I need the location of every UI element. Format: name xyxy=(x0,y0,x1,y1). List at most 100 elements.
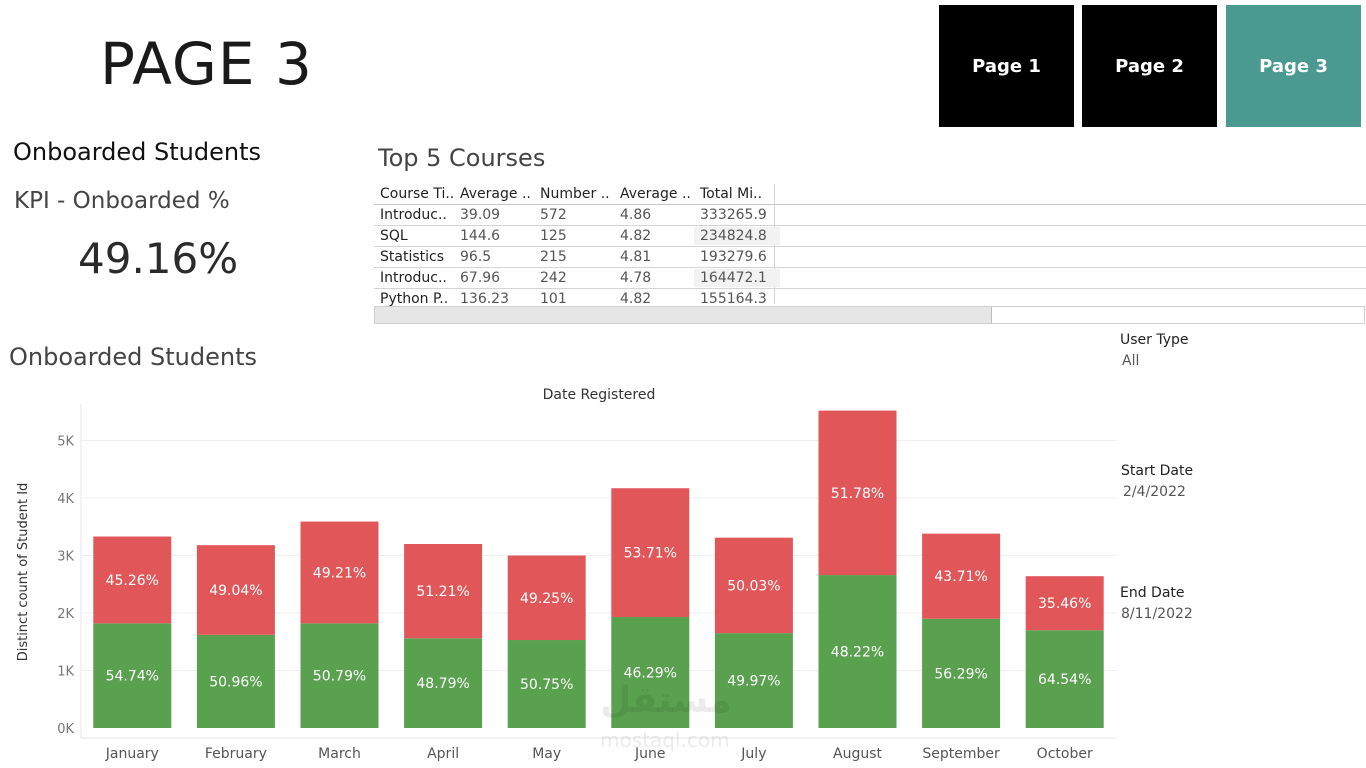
bar-data-label: 48.22% xyxy=(831,645,884,661)
table-cell: SQL xyxy=(380,228,408,244)
x-tick-label: October xyxy=(1037,746,1093,762)
bar-segment-not-onboarded xyxy=(1025,576,1104,631)
table-row[interactable]: Introduc.. 39.09 572 4.86 333265.9 xyxy=(374,205,1366,226)
end-date-filter-label: End Date xyxy=(1120,585,1185,601)
table-cell: 136.23 xyxy=(460,291,509,307)
bar-segment-not-onboarded xyxy=(93,536,172,624)
bar-data-label: 35.46% xyxy=(1038,596,1091,612)
y-tick-label: 1K xyxy=(57,665,74,680)
column-header-average-2[interactable]: Average .. xyxy=(620,186,691,202)
bar-segment-onboarded xyxy=(922,618,1001,728)
bar-data-label: 51.21% xyxy=(416,584,469,600)
table-cell: 39.09 xyxy=(460,207,501,223)
x-tick-label: June xyxy=(634,746,666,762)
bar-data-label: 45.26% xyxy=(106,573,159,589)
bar-data-label: 51.78% xyxy=(831,486,884,502)
table-cell: 4.82 xyxy=(620,228,652,244)
user-type-filter-label: User Type xyxy=(1120,332,1189,348)
y-tick-label: 4K xyxy=(57,492,74,507)
bar-data-label: 56.29% xyxy=(934,666,987,682)
page-title: PAGE 3 xyxy=(100,30,313,98)
y-axis-title: Distinct count of Student Id xyxy=(16,483,31,662)
bar-data-label: 50.03% xyxy=(727,578,780,594)
kpi-heading: Onboarded Students xyxy=(13,138,262,166)
table-horizontal-scrollbar[interactable] xyxy=(374,306,1365,324)
watermark-text: مستقل xyxy=(600,680,732,721)
scrollbar-thumb[interactable] xyxy=(375,307,992,323)
x-tick-label: January xyxy=(105,746,159,762)
nav-page-2-button[interactable]: Page 2 xyxy=(1082,5,1217,127)
bar-segment-not-onboarded xyxy=(818,410,897,576)
table-cell: 101 xyxy=(540,291,567,307)
bar-segment-not-onboarded xyxy=(300,521,379,624)
table-cell: 4.81 xyxy=(620,249,652,265)
bar-segment-onboarded xyxy=(1025,630,1104,728)
bar-data-label: 50.75% xyxy=(520,677,573,693)
table-header-row: Course Ti.. Average .. Number .. Average… xyxy=(374,184,1366,205)
table-cell: 333265.9 xyxy=(700,207,767,223)
column-header-number[interactable]: Number .. xyxy=(540,186,610,202)
bar-segment-not-onboarded xyxy=(196,545,275,635)
end-date-filter-input[interactable]: 8/11/2022 xyxy=(1121,606,1193,622)
onboarded-students-bar-chart: 0K 1K 2K 3K 4K 5K Date Registered Distinct coun… xyxy=(16,387,1117,762)
bar-data-label: 43.71% xyxy=(934,569,987,585)
x-tick-label: September xyxy=(922,746,1000,762)
bar-segment-onboarded xyxy=(818,575,897,728)
table-cell: 96.5 xyxy=(460,249,492,265)
bar-data-label: 50.79% xyxy=(313,669,366,685)
bar-data-label: 50.96% xyxy=(209,674,262,690)
bar-segment-not-onboarded xyxy=(714,537,793,634)
bar-data-label: 49.25% xyxy=(520,591,573,607)
table-cell: Introduc.. xyxy=(380,207,447,223)
nav-page-3-button[interactable]: Page 3 xyxy=(1226,5,1361,127)
table-row[interactable]: SQL 144.6 125 4.82 234824.8 xyxy=(374,226,1366,247)
y-tick-label: 0K xyxy=(57,722,74,737)
table-cell: 215 xyxy=(540,249,567,265)
x-tick-label: August xyxy=(833,746,883,762)
y-tick-label: 2K xyxy=(57,607,74,622)
x-tick-label: April xyxy=(427,746,459,762)
table-cell: Introduc.. xyxy=(380,270,447,286)
bar-segment-onboarded xyxy=(196,634,275,728)
table-cell: 242 xyxy=(540,270,567,286)
table-cell: 125 xyxy=(540,228,567,244)
bar-data-label: 53.71% xyxy=(624,546,677,562)
x-tick-label: February xyxy=(205,746,267,762)
table-cell: 4.82 xyxy=(620,291,652,307)
bar-segment-onboarded xyxy=(611,617,690,728)
user-type-filter-dropdown[interactable]: All xyxy=(1122,353,1140,369)
chart-heading: Onboarded Students xyxy=(9,343,258,371)
table-cell: 155164.3 xyxy=(700,291,767,307)
kpi-value: 49.16% xyxy=(78,234,239,283)
x-tick-label: July xyxy=(740,746,766,762)
table-cell: 572 xyxy=(540,207,567,223)
kpi-label: KPI - Onboarded % xyxy=(14,188,230,214)
table-cell: 4.78 xyxy=(620,270,652,286)
top5-courses-title: Top 5 Courses xyxy=(378,144,546,172)
bar-segment-onboarded xyxy=(300,623,379,728)
column-header-total-minutes[interactable]: Total Mi.. xyxy=(700,186,763,202)
bar-segment-not-onboarded xyxy=(404,544,483,639)
bar-data-label: 54.74% xyxy=(106,669,159,685)
table-cell: 164472.1 xyxy=(694,269,780,287)
table-cell: 193279.6 xyxy=(700,249,767,265)
bar-segment-onboarded xyxy=(714,633,793,728)
bar-data-label: 48.79% xyxy=(416,676,469,692)
table-cell: 234824.8 xyxy=(694,227,780,245)
table-cell: Statistics xyxy=(380,249,444,265)
column-header-course-title[interactable]: Course Ti.. xyxy=(380,186,455,202)
table-cell: Python P.. xyxy=(380,291,449,307)
column-header-average-1[interactable]: Average .. xyxy=(460,186,531,202)
nav-page-1-button[interactable]: Page 1 xyxy=(939,5,1074,127)
start-date-filter-input[interactable]: 2/4/2022 xyxy=(1123,484,1186,500)
table-row[interactable]: Introduc.. 67.96 242 4.78 164472.1 xyxy=(374,268,1366,289)
bar-data-label: 49.21% xyxy=(313,565,366,581)
y-tick-label: 5K xyxy=(57,435,74,450)
bar-data-label: 49.97% xyxy=(727,674,780,690)
mostaql-watermark-url: mostaql.com xyxy=(600,728,730,752)
bar-segment-onboarded xyxy=(93,623,172,728)
bar-segment-not-onboarded xyxy=(507,555,586,641)
bar-segment-not-onboarded xyxy=(922,533,1001,619)
table-row[interactable]: Statistics 96.5 215 4.81 193279.6 xyxy=(374,247,1366,268)
x-tick-label: March xyxy=(318,746,361,762)
